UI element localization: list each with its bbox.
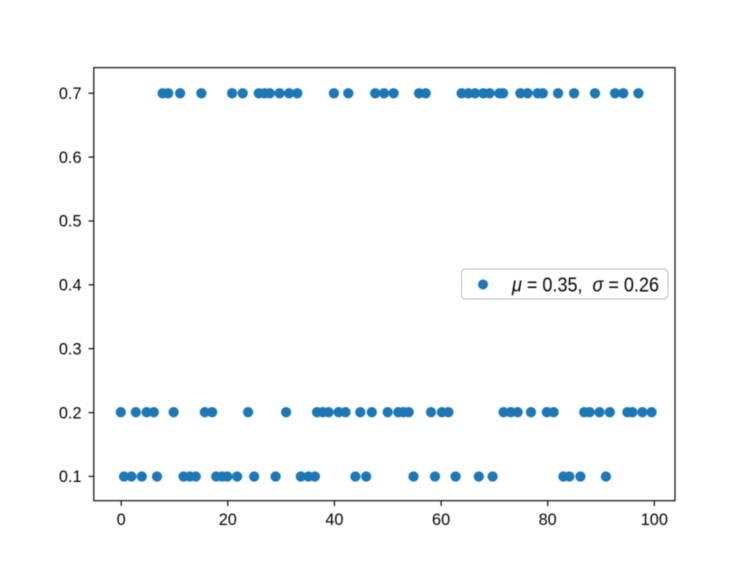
svg-text:100: 100 [641, 511, 668, 529]
svg-text:80: 80 [539, 511, 557, 529]
svg-text:40: 40 [325, 511, 343, 529]
svg-text:0.5: 0.5 [59, 213, 82, 231]
svg-text:0.3: 0.3 [59, 340, 82, 358]
svg-text:0.2: 0.2 [59, 404, 82, 422]
svg-text:20: 20 [219, 511, 237, 529]
svg-text:60: 60 [432, 511, 450, 529]
svg-text:0.6: 0.6 [59, 149, 82, 167]
svg-text:0.4: 0.4 [59, 277, 82, 295]
svg-text:0.7: 0.7 [59, 85, 82, 103]
svg-text:0.1: 0.1 [59, 468, 82, 486]
svg-text:μ = 0.35, σ = 0.26: μ = 0.35, σ = 0.26 [511, 274, 659, 297]
svg-text:0: 0 [117, 511, 126, 529]
